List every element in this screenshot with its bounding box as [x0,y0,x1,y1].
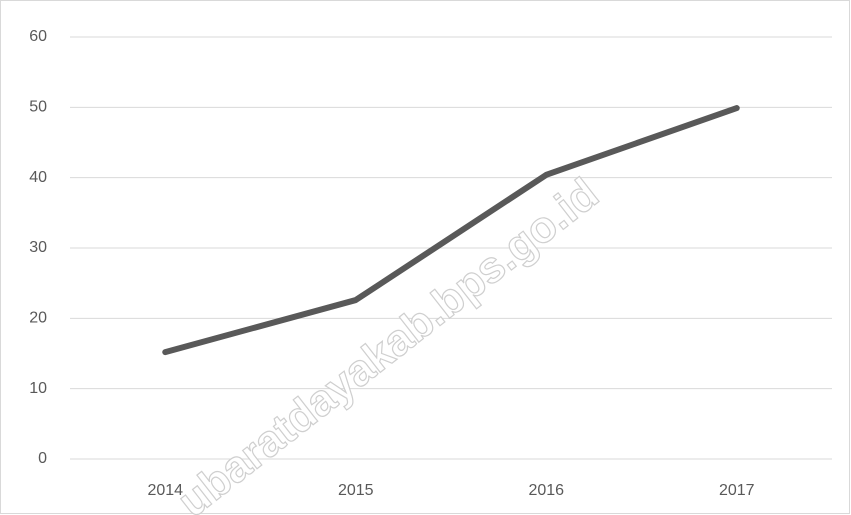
x-tick-label: 2017 [719,482,755,499]
y-tick-label: 60 [29,28,47,45]
y-tick-label: 30 [29,239,47,256]
y-tick-label: 20 [29,310,47,327]
x-tick-label: 2015 [338,482,374,499]
y-tick-label: 50 [29,99,47,116]
x-tick-label: 2016 [528,482,564,499]
y-tick-label: 10 [29,380,47,397]
x-tick-label: 2014 [147,482,183,499]
y-tick-label: 0 [38,450,47,467]
line-series [162,105,740,356]
y-tick-label: 40 [29,169,47,186]
